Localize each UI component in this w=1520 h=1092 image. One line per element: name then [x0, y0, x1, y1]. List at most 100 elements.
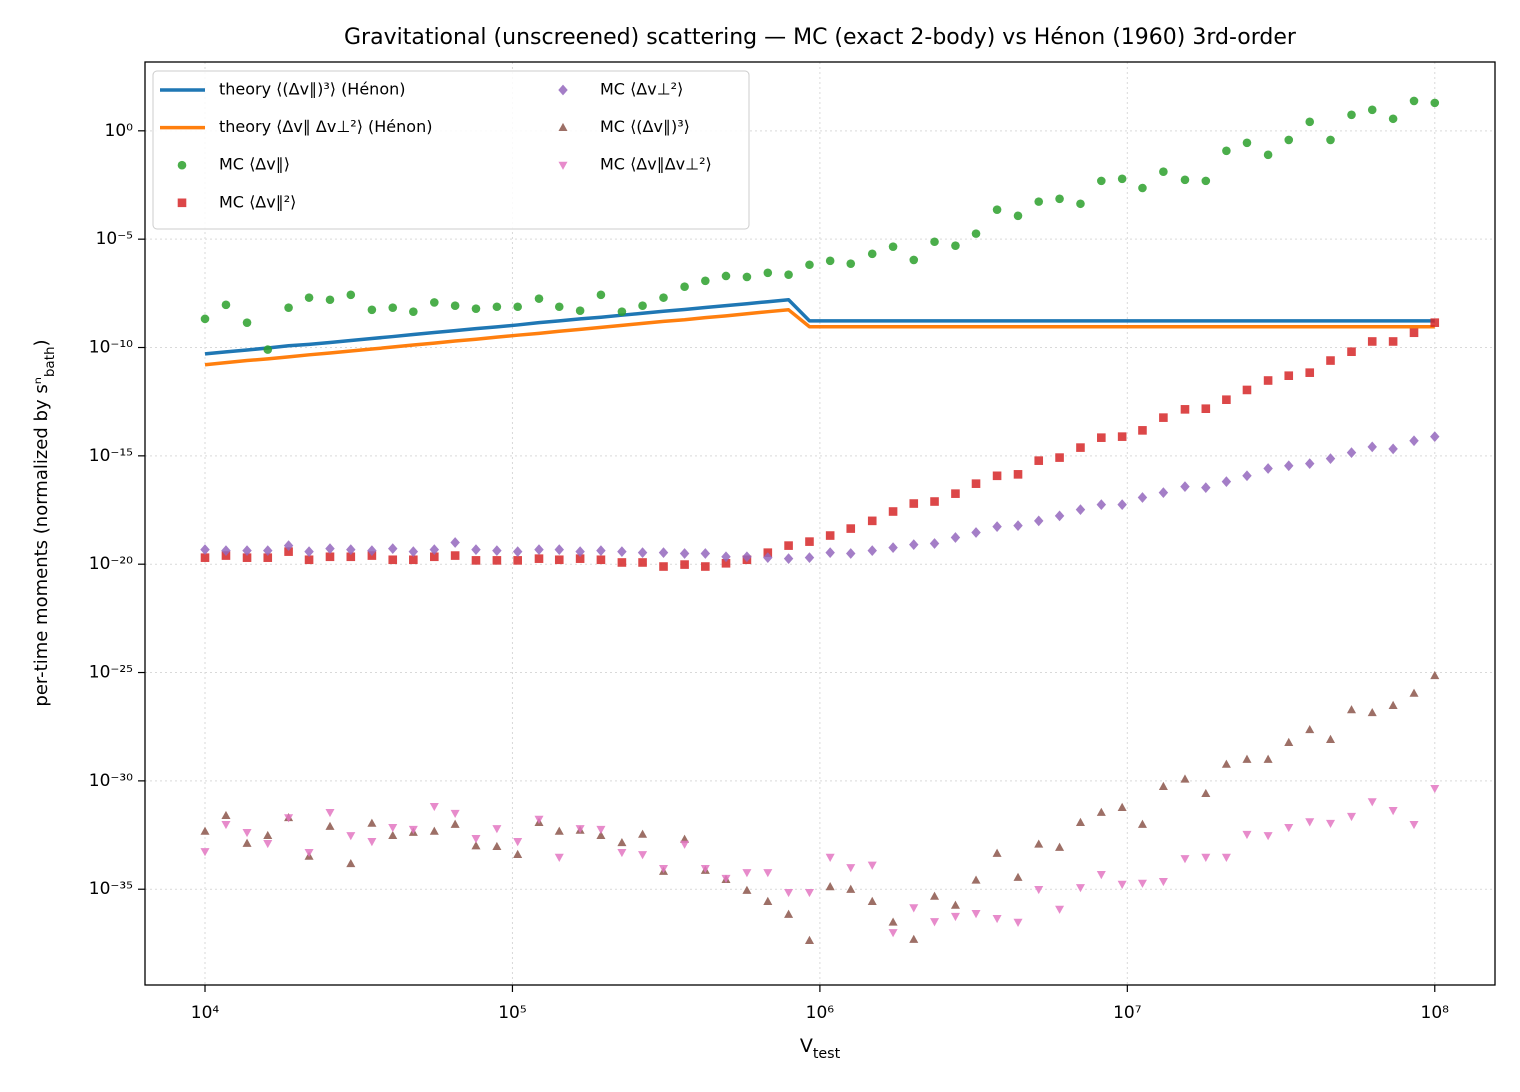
marker	[1137, 819, 1147, 828]
legend-swatch	[177, 198, 187, 208]
marker	[909, 499, 919, 508]
marker	[1033, 515, 1044, 527]
marker	[658, 547, 669, 559]
marker	[742, 869, 752, 878]
marker	[1034, 456, 1044, 465]
marker	[992, 848, 1002, 857]
marker	[1158, 877, 1168, 887]
marker	[679, 548, 690, 559]
marker	[680, 840, 690, 849]
marker	[263, 839, 273, 849]
legend-label: MC ⟨Δv∥²⟩	[219, 192, 296, 211]
marker	[825, 547, 835, 559]
marker	[1034, 885, 1044, 895]
marker	[1346, 705, 1357, 714]
marker	[888, 929, 898, 938]
marker	[638, 851, 648, 860]
marker	[1263, 463, 1273, 474]
y-tick-label: 10⁻²⁰	[89, 554, 133, 574]
marker	[1409, 820, 1419, 830]
marker	[888, 507, 898, 516]
marker	[471, 556, 481, 565]
marker	[659, 562, 668, 571]
marker	[325, 821, 335, 830]
marker	[784, 889, 794, 898]
marker	[408, 825, 418, 835]
marker	[1347, 347, 1356, 357]
marker	[1222, 146, 1231, 156]
plot-frame	[144, 61, 1496, 986]
marker	[638, 829, 648, 838]
marker	[284, 814, 294, 823]
marker	[1055, 453, 1064, 462]
legend-label: MC ⟨Δv⊥²⟩	[600, 80, 683, 99]
marker	[783, 553, 794, 565]
marker	[200, 826, 210, 835]
marker	[408, 546, 419, 558]
marker	[784, 270, 793, 279]
marker	[825, 531, 835, 540]
marker	[534, 815, 544, 824]
legend-swatch	[558, 161, 568, 170]
marker	[784, 909, 794, 918]
marker	[950, 912, 960, 922]
marker	[930, 497, 939, 506]
marker	[1201, 176, 1211, 186]
marker	[846, 524, 856, 533]
marker	[701, 562, 710, 571]
marker	[242, 553, 252, 562]
marker	[1054, 510, 1065, 522]
marker	[867, 545, 877, 557]
marker	[1367, 707, 1377, 717]
marker	[1430, 318, 1440, 327]
marker	[1138, 183, 1147, 193]
marker	[1201, 482, 1211, 494]
marker	[284, 303, 293, 312]
marker	[492, 825, 502, 834]
marker	[1221, 759, 1231, 768]
marker	[1180, 774, 1190, 783]
marker	[325, 808, 335, 818]
marker	[1367, 105, 1377, 115]
marker	[1013, 470, 1023, 479]
marker	[554, 555, 564, 565]
marker	[992, 205, 1002, 214]
marker	[888, 542, 898, 554]
marker	[929, 538, 940, 549]
marker	[1180, 481, 1190, 492]
marker	[950, 900, 960, 909]
marker	[1075, 884, 1085, 893]
marker	[1263, 150, 1273, 160]
marker	[492, 841, 502, 851]
marker	[763, 268, 773, 278]
marker	[304, 546, 314, 558]
marker	[492, 302, 502, 312]
marker	[492, 556, 502, 565]
marker	[325, 552, 335, 562]
marker	[388, 830, 398, 839]
marker	[1388, 114, 1398, 124]
marker	[1430, 431, 1440, 443]
marker	[1201, 853, 1211, 862]
marker	[951, 489, 960, 498]
marker	[888, 242, 898, 251]
marker	[909, 904, 919, 913]
marker	[575, 554, 585, 563]
marker	[471, 835, 481, 844]
legend-swatch	[558, 122, 568, 132]
marker	[367, 545, 377, 557]
marker	[409, 307, 418, 316]
marker	[1430, 98, 1440, 108]
marker	[1347, 110, 1356, 120]
marker	[992, 471, 1002, 481]
marker	[554, 853, 564, 862]
marker	[701, 276, 710, 286]
y-tick-label: 10⁻²⁵	[89, 663, 133, 683]
marker	[909, 255, 919, 265]
marker	[1388, 337, 1398, 346]
marker	[1055, 905, 1065, 914]
marker	[846, 884, 856, 893]
marker	[637, 547, 648, 559]
marker	[429, 544, 440, 556]
